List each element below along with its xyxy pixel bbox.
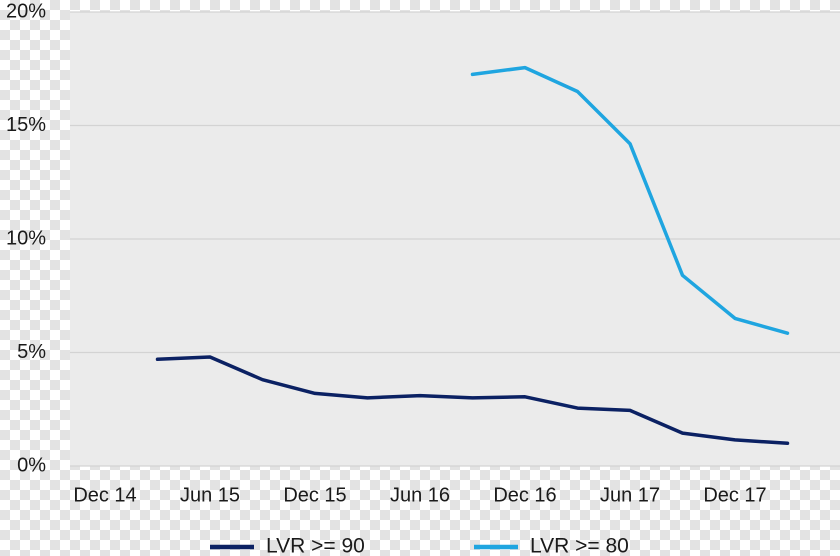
x-tick-label: Dec 15 (283, 484, 346, 506)
x-tick-label: Dec 17 (703, 484, 766, 506)
y-tick-label: 15% (6, 114, 46, 136)
x-tick-label: Jun 16 (390, 484, 450, 506)
x-tick-label: Jun 17 (600, 484, 660, 506)
series-line-2 (470, 65, 790, 335)
series-line-1 (155, 355, 790, 446)
y-tick-label: 0% (17, 454, 46, 476)
y-tick-label: 10% (6, 227, 46, 249)
legend-label-2: LVR >= 80 (530, 535, 629, 556)
legend: LVR >= 90 LVR >= 80 (210, 535, 629, 556)
gridlines (70, 11, 840, 467)
y-tick-label: 5% (17, 341, 46, 363)
y-tick-label: 20% (6, 0, 46, 22)
y-axis: 0% 5% 10% 15% 20% (6, 0, 46, 476)
x-tick-label: Jun 15 (180, 484, 240, 506)
x-tick-label: Dec 16 (493, 484, 556, 506)
x-tick-label: Dec 14 (73, 484, 136, 506)
x-axis: Dec 14 Jun 15 Dec 15 Jun 16 Dec 16 Jun 17 Dec … (73, 484, 766, 506)
legend-label-1: LVR >= 90 (266, 535, 365, 556)
series-lines (155, 65, 790, 446)
